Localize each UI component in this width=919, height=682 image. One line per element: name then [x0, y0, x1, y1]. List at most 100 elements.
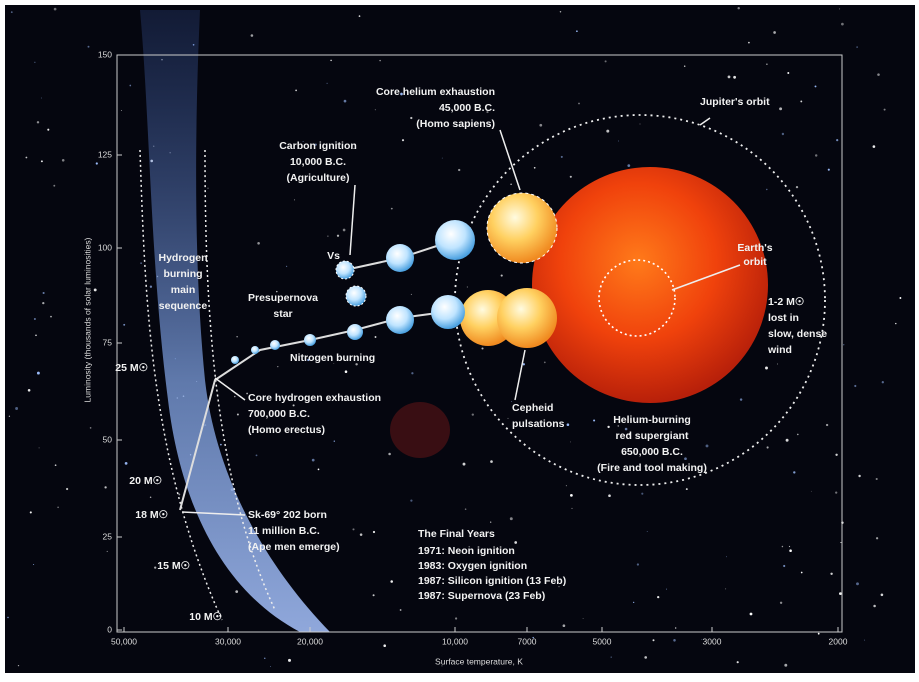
star: [220, 443, 222, 446]
annotation-line: (Homo erectus): [248, 424, 325, 436]
blue-star: [304, 334, 316, 346]
star: [42, 291, 45, 295]
x-tick-label: 3000: [703, 636, 722, 646]
final-years-item: 1983: Oxygen ignition: [418, 560, 527, 572]
star: [207, 187, 209, 189]
annotation-line: Earth's: [737, 242, 772, 254]
star: [628, 433, 631, 436]
star: [441, 665, 443, 667]
x-tick-label: 50,000: [111, 636, 137, 646]
star: [749, 612, 753, 616]
annotation-line: red supergiant: [616, 430, 689, 442]
y-tick-label: 125: [98, 149, 112, 159]
x-axis-label: Surface temperature, K: [435, 656, 523, 666]
pointer: [214, 377, 246, 401]
star: [38, 447, 40, 449]
star: [533, 166, 536, 169]
star: [633, 601, 635, 603]
star: [705, 444, 709, 448]
star: [781, 132, 785, 136]
star: [40, 97, 42, 99]
star: [246, 392, 248, 395]
star: [311, 458, 315, 462]
star: [25, 156, 28, 159]
blue-star: [251, 346, 259, 354]
star: [95, 162, 98, 165]
star: [883, 108, 886, 111]
star: [606, 129, 610, 133]
blue-star: [231, 356, 239, 364]
y-tick-label: 50: [103, 434, 113, 444]
star: [372, 594, 375, 597]
annotation-line: 20 M☉: [129, 475, 162, 487]
star: [737, 6, 740, 10]
star: [17, 664, 20, 667]
star: [93, 288, 97, 292]
annotation-line: wind: [767, 344, 792, 356]
star: [559, 11, 562, 13]
star: [666, 588, 667, 590]
x-tick-label: 2000: [829, 636, 848, 646]
star: [410, 293, 412, 295]
star: [510, 183, 512, 186]
star: [641, 492, 644, 495]
final-years-item: 1987: Silicon ignition (13 Feb): [418, 575, 566, 587]
star: [800, 571, 803, 574]
star: [793, 471, 796, 474]
star: [57, 506, 59, 509]
star: [787, 72, 790, 74]
star: [673, 639, 676, 642]
main-sequence-edge: [204, 149, 276, 611]
star: [509, 517, 513, 521]
star: [326, 82, 328, 84]
pointer: [514, 349, 526, 401]
pointers: [181, 117, 741, 516]
red-supergiant: [532, 167, 768, 403]
star: [50, 315, 52, 318]
star: [840, 541, 842, 544]
jupiter-orbit: [454, 114, 826, 486]
star: [455, 617, 458, 620]
star: [411, 372, 414, 375]
star: [87, 45, 90, 48]
star: [410, 499, 413, 502]
star: [7, 616, 9, 619]
star: [235, 590, 239, 593]
star: [500, 274, 503, 277]
star: [401, 139, 405, 142]
earth-orbit: [598, 259, 676, 337]
star: [123, 323, 126, 326]
star: [420, 578, 423, 581]
star: [864, 639, 866, 641]
star: [390, 580, 393, 583]
star: [683, 65, 686, 67]
star: [89, 427, 92, 429]
presupernova-star: [345, 285, 367, 307]
annotation-line: 700,000 B.C.: [248, 408, 310, 420]
star: [830, 572, 833, 576]
star: [856, 46, 858, 48]
star: [15, 407, 19, 410]
y-tick-label: 75: [103, 337, 113, 347]
star: [466, 286, 469, 288]
star: [593, 419, 596, 422]
star: [766, 188, 768, 191]
star: [854, 384, 857, 388]
star: [875, 477, 878, 481]
star: [843, 344, 845, 346]
star: [781, 545, 784, 548]
star: [835, 491, 838, 494]
star: [490, 521, 492, 523]
star: [34, 61, 36, 63]
star: [490, 460, 493, 463]
star: [779, 107, 783, 111]
star: [462, 462, 466, 466]
star: [877, 73, 880, 76]
star: [646, 469, 648, 471]
annotation-line: Vs: [327, 250, 340, 262]
star: [789, 549, 792, 552]
star: [295, 89, 297, 92]
star: [817, 632, 820, 635]
star: [379, 59, 381, 62]
star: [570, 494, 573, 497]
